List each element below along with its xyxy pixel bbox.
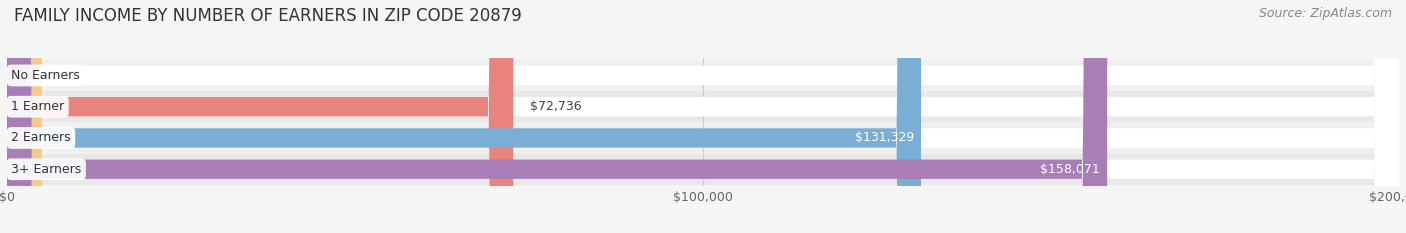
FancyBboxPatch shape xyxy=(7,0,42,233)
Text: $131,329: $131,329 xyxy=(855,131,914,144)
Text: Source: ZipAtlas.com: Source: ZipAtlas.com xyxy=(1258,7,1392,20)
FancyBboxPatch shape xyxy=(7,154,1399,185)
Text: 3+ Earners: 3+ Earners xyxy=(11,163,82,176)
FancyBboxPatch shape xyxy=(7,0,921,233)
FancyBboxPatch shape xyxy=(7,0,513,233)
Text: $0: $0 xyxy=(63,69,79,82)
Text: No Earners: No Earners xyxy=(11,69,80,82)
FancyBboxPatch shape xyxy=(7,122,1399,154)
FancyBboxPatch shape xyxy=(7,0,1399,233)
FancyBboxPatch shape xyxy=(7,60,1399,91)
Text: 1 Earner: 1 Earner xyxy=(11,100,65,113)
FancyBboxPatch shape xyxy=(7,0,1399,233)
FancyBboxPatch shape xyxy=(7,0,1399,233)
FancyBboxPatch shape xyxy=(7,0,1107,233)
Text: $158,071: $158,071 xyxy=(1040,163,1101,176)
Text: FAMILY INCOME BY NUMBER OF EARNERS IN ZIP CODE 20879: FAMILY INCOME BY NUMBER OF EARNERS IN ZI… xyxy=(14,7,522,25)
FancyBboxPatch shape xyxy=(7,91,1399,122)
Text: 2 Earners: 2 Earners xyxy=(11,131,70,144)
Text: $72,736: $72,736 xyxy=(530,100,582,113)
FancyBboxPatch shape xyxy=(7,0,1399,233)
